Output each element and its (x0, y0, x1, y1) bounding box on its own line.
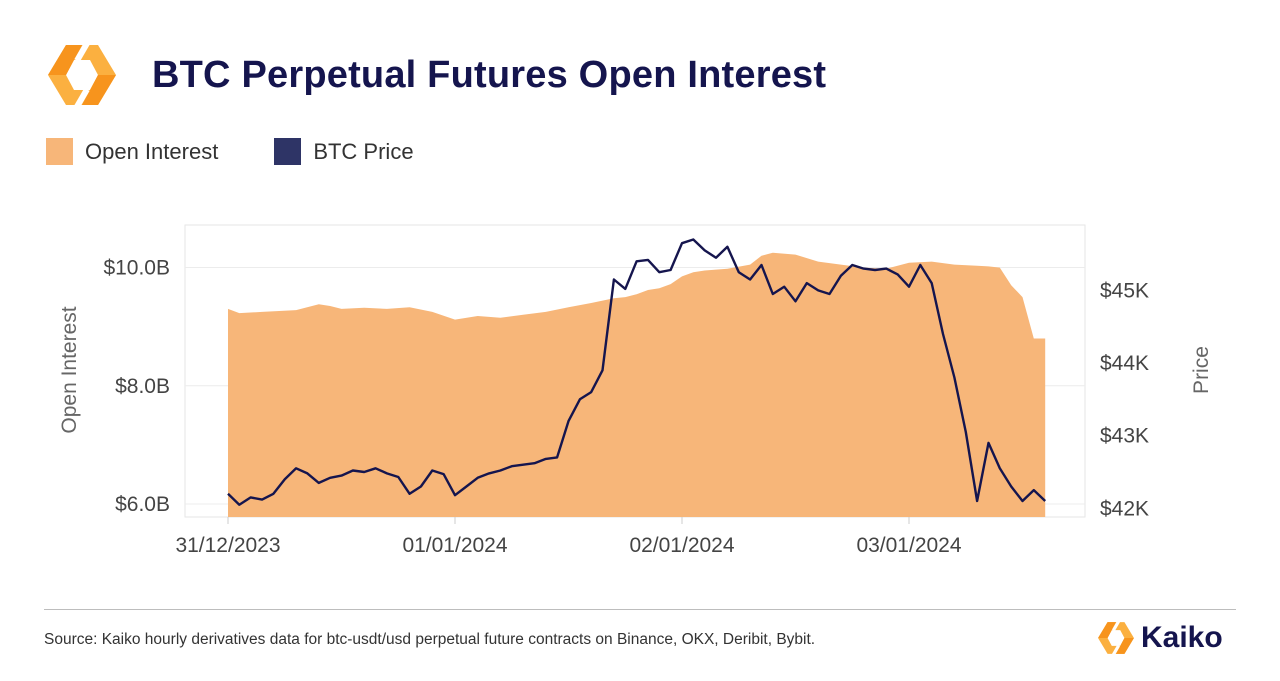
left-tick-label-0: $10.0B (103, 257, 170, 280)
right-tick-label-3: $42K (1100, 497, 1149, 520)
open-interest-area (228, 252, 1046, 518)
kaiko-logo-icon (48, 42, 116, 108)
left-axis-ticks: $10.0B $8.0B $6.0B (103, 257, 170, 516)
legend-item-open-interest[interactable]: Open Interest (46, 138, 218, 165)
right-tick-label-2: $43K (1100, 425, 1149, 448)
legend-label-btc-price: BTC Price (313, 138, 414, 164)
right-tick-label-0: $45K (1100, 279, 1149, 302)
right-axis-ticks: $45K $44K $43K $42K (1100, 279, 1149, 520)
btc-price-line (227, 238, 1047, 506)
footer-brand: Kaiko (1097, 620, 1223, 656)
legend-swatch-btc-price (274, 138, 302, 165)
footer-divider (44, 609, 1236, 610)
x-axis-ticks: 31/12/2023 01/01/2024 02/01/2024 03/01/2024 (175, 517, 962, 557)
y-axis-left-title: Open Interest (58, 306, 81, 433)
legend-label-open-interest: Open Interest (85, 138, 219, 164)
right-tick-label-1: $44K (1100, 352, 1149, 375)
open-interest-area-layer (228, 252, 1046, 518)
open-interest-chart: $10.0B $8.0B $6.0B $45K $44K $43K $42K 31/12/… (58, 224, 1213, 557)
left-tick-label-1: $8.0B (115, 375, 170, 398)
x-tick-label-3: 03/01/2024 (856, 534, 961, 557)
x-tick-label-0: 31/12/2023 (175, 534, 280, 557)
chart-title: BTC Perpetual Futures Open Interest (152, 54, 827, 96)
legend-swatch-open-interest (46, 138, 73, 165)
legend-item-btc-price[interactable]: BTC Price (274, 138, 414, 165)
left-tick-label-2: $6.0B (115, 493, 170, 516)
source-note: Source: Kaiko hourly derivatives data fo… (44, 631, 816, 648)
btc-price-line-layer (227, 238, 1047, 506)
y-axis-right-title: Price (1190, 346, 1213, 394)
brand-name: Kaiko (1141, 621, 1223, 654)
kaiko-brand-icon (1098, 620, 1134, 656)
x-tick-label-1: 01/01/2024 (402, 534, 507, 557)
x-tick-label-2: 02/01/2024 (629, 534, 734, 557)
chart-legend: Open Interest BTC Price (46, 138, 470, 165)
